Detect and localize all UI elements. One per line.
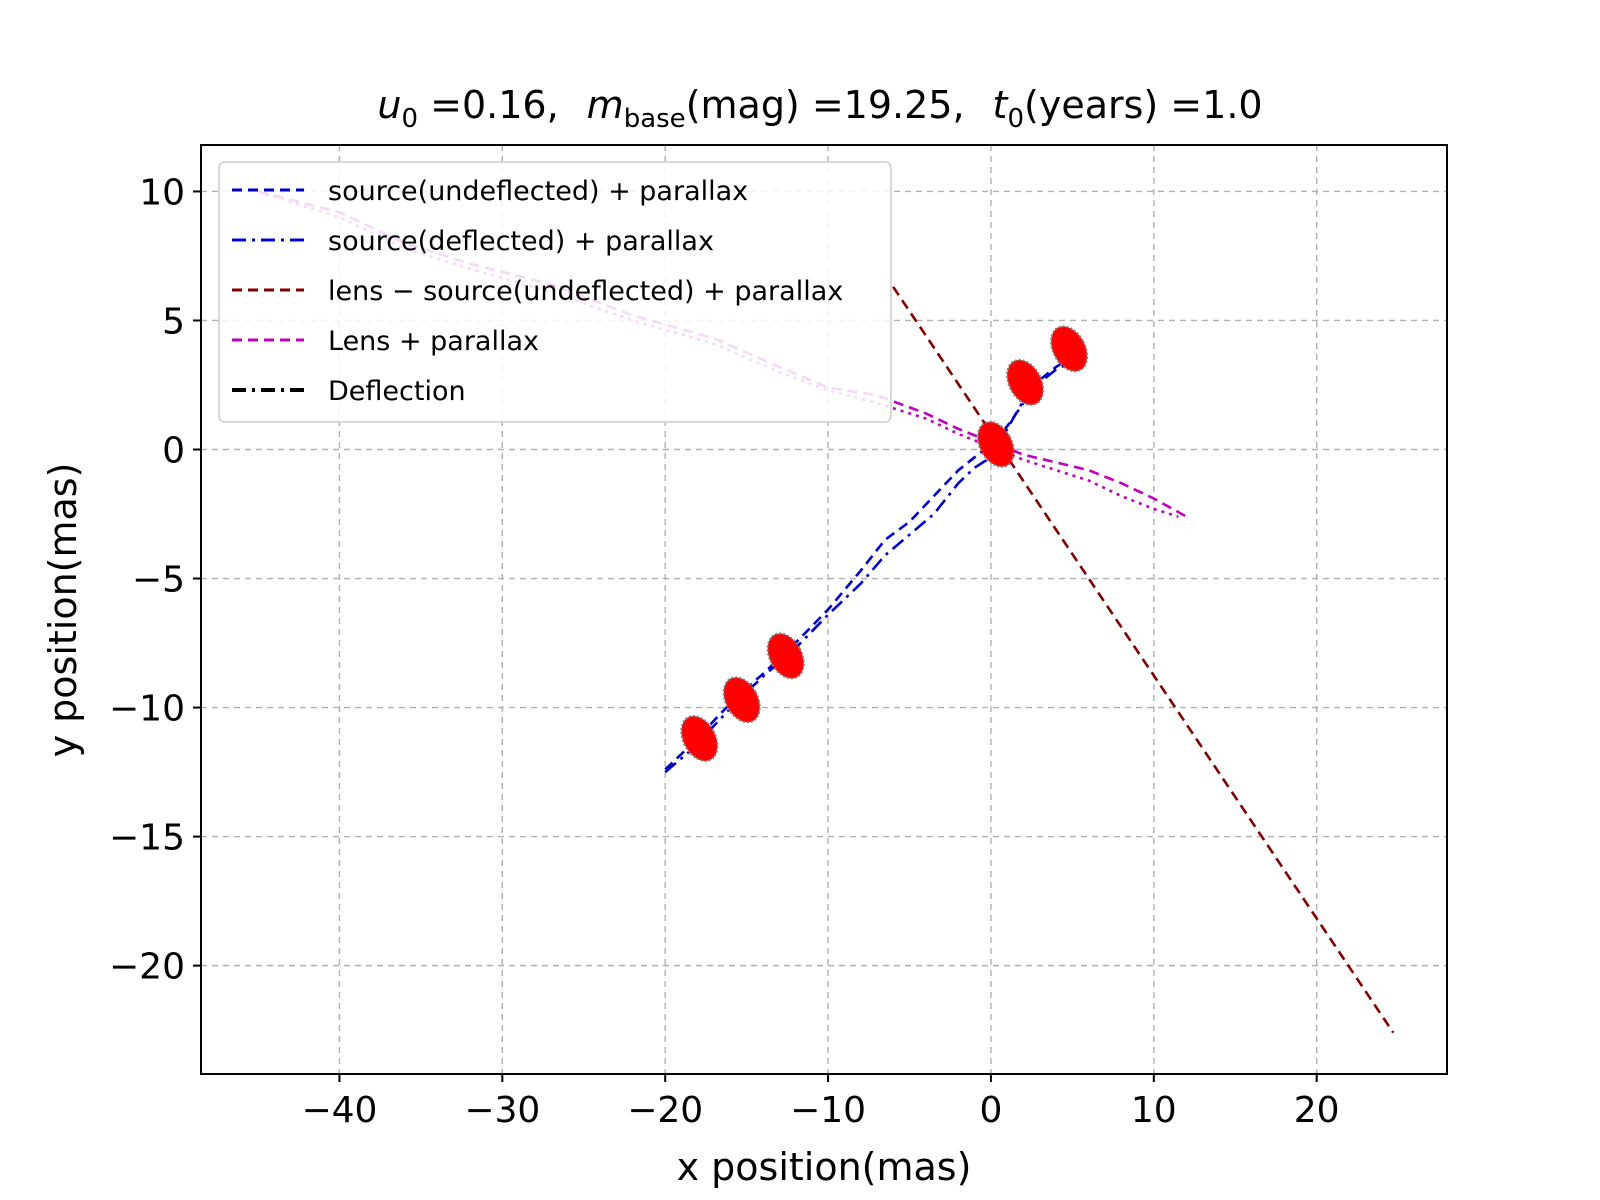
title-u0-symbol: u [377,83,401,127]
legend-label-4: Deflection [328,376,466,407]
chart-title: u0 =0.16, mbase(mag) =19.25, t0(years) =1.… [377,83,1262,134]
x-tick-label-4: 0 [979,1090,1002,1131]
legend-label-2: lens − source(undeflected) + parallax [328,276,843,307]
title-mbase-value: (mag) =19.25, [686,83,965,127]
y-tick-label-1: −15 [109,818,185,859]
series-line-2 [892,286,1395,1034]
grid [201,145,1447,1074]
title-t0-sub: 0 [1007,104,1024,134]
observation-cluster-5 [1050,325,1089,373]
observation-cluster-0 [680,715,719,763]
observation-cluster-4 [1006,358,1045,406]
title-t0-value: (years) =1.0 [1024,83,1263,127]
x-axis-label: x position(mas) [677,1145,972,1189]
y-tick-label-5: 5 [162,301,185,342]
x-tick-label-5: 10 [1131,1090,1177,1131]
legend: source(undeflected) + parallax source(def… [218,161,892,423]
title-mbase-symbol: m [587,83,624,127]
observation-cluster-1 [722,676,761,724]
y-axis-label: y position(mas) [41,463,85,758]
legend-label-0: source(undeflected) + parallax [328,176,748,207]
title-u0-value: =0.16, [418,83,559,127]
legend-label-1: source(deflected) + parallax [328,226,714,257]
y-tick-label-2: −10 [109,689,185,730]
y-tick-label-0: −20 [109,947,185,988]
plot-frame [200,144,1448,1075]
x-tick-label-1: −30 [464,1090,540,1131]
legend-label-3: Lens + parallax [328,326,539,357]
y-tick-label-4: 0 [162,431,185,472]
x-tick-label-6: 20 [1294,1090,1340,1131]
legend-box [218,161,892,423]
tick-layer: −40 −30 −20 −10 0 10 20 −20 −15 −10 −5 0 5 10 [109,172,1340,1131]
series-line-1 [664,360,1073,774]
x-tick-label-0: −40 [301,1090,377,1131]
observation-cluster-2 [766,632,805,680]
title-u0-sub: 0 [402,104,419,134]
observation-cluster-3 [976,420,1015,468]
observation-layer [680,325,1089,763]
x-tick-label-3: −10 [790,1090,866,1131]
y-tick-label-3: −5 [132,560,185,601]
y-tick-label-6: 10 [139,172,185,213]
x-tick-label-2: −20 [627,1090,703,1131]
title-t0-symbol: t [993,83,1010,127]
title-mbase-sub: base [624,104,686,134]
